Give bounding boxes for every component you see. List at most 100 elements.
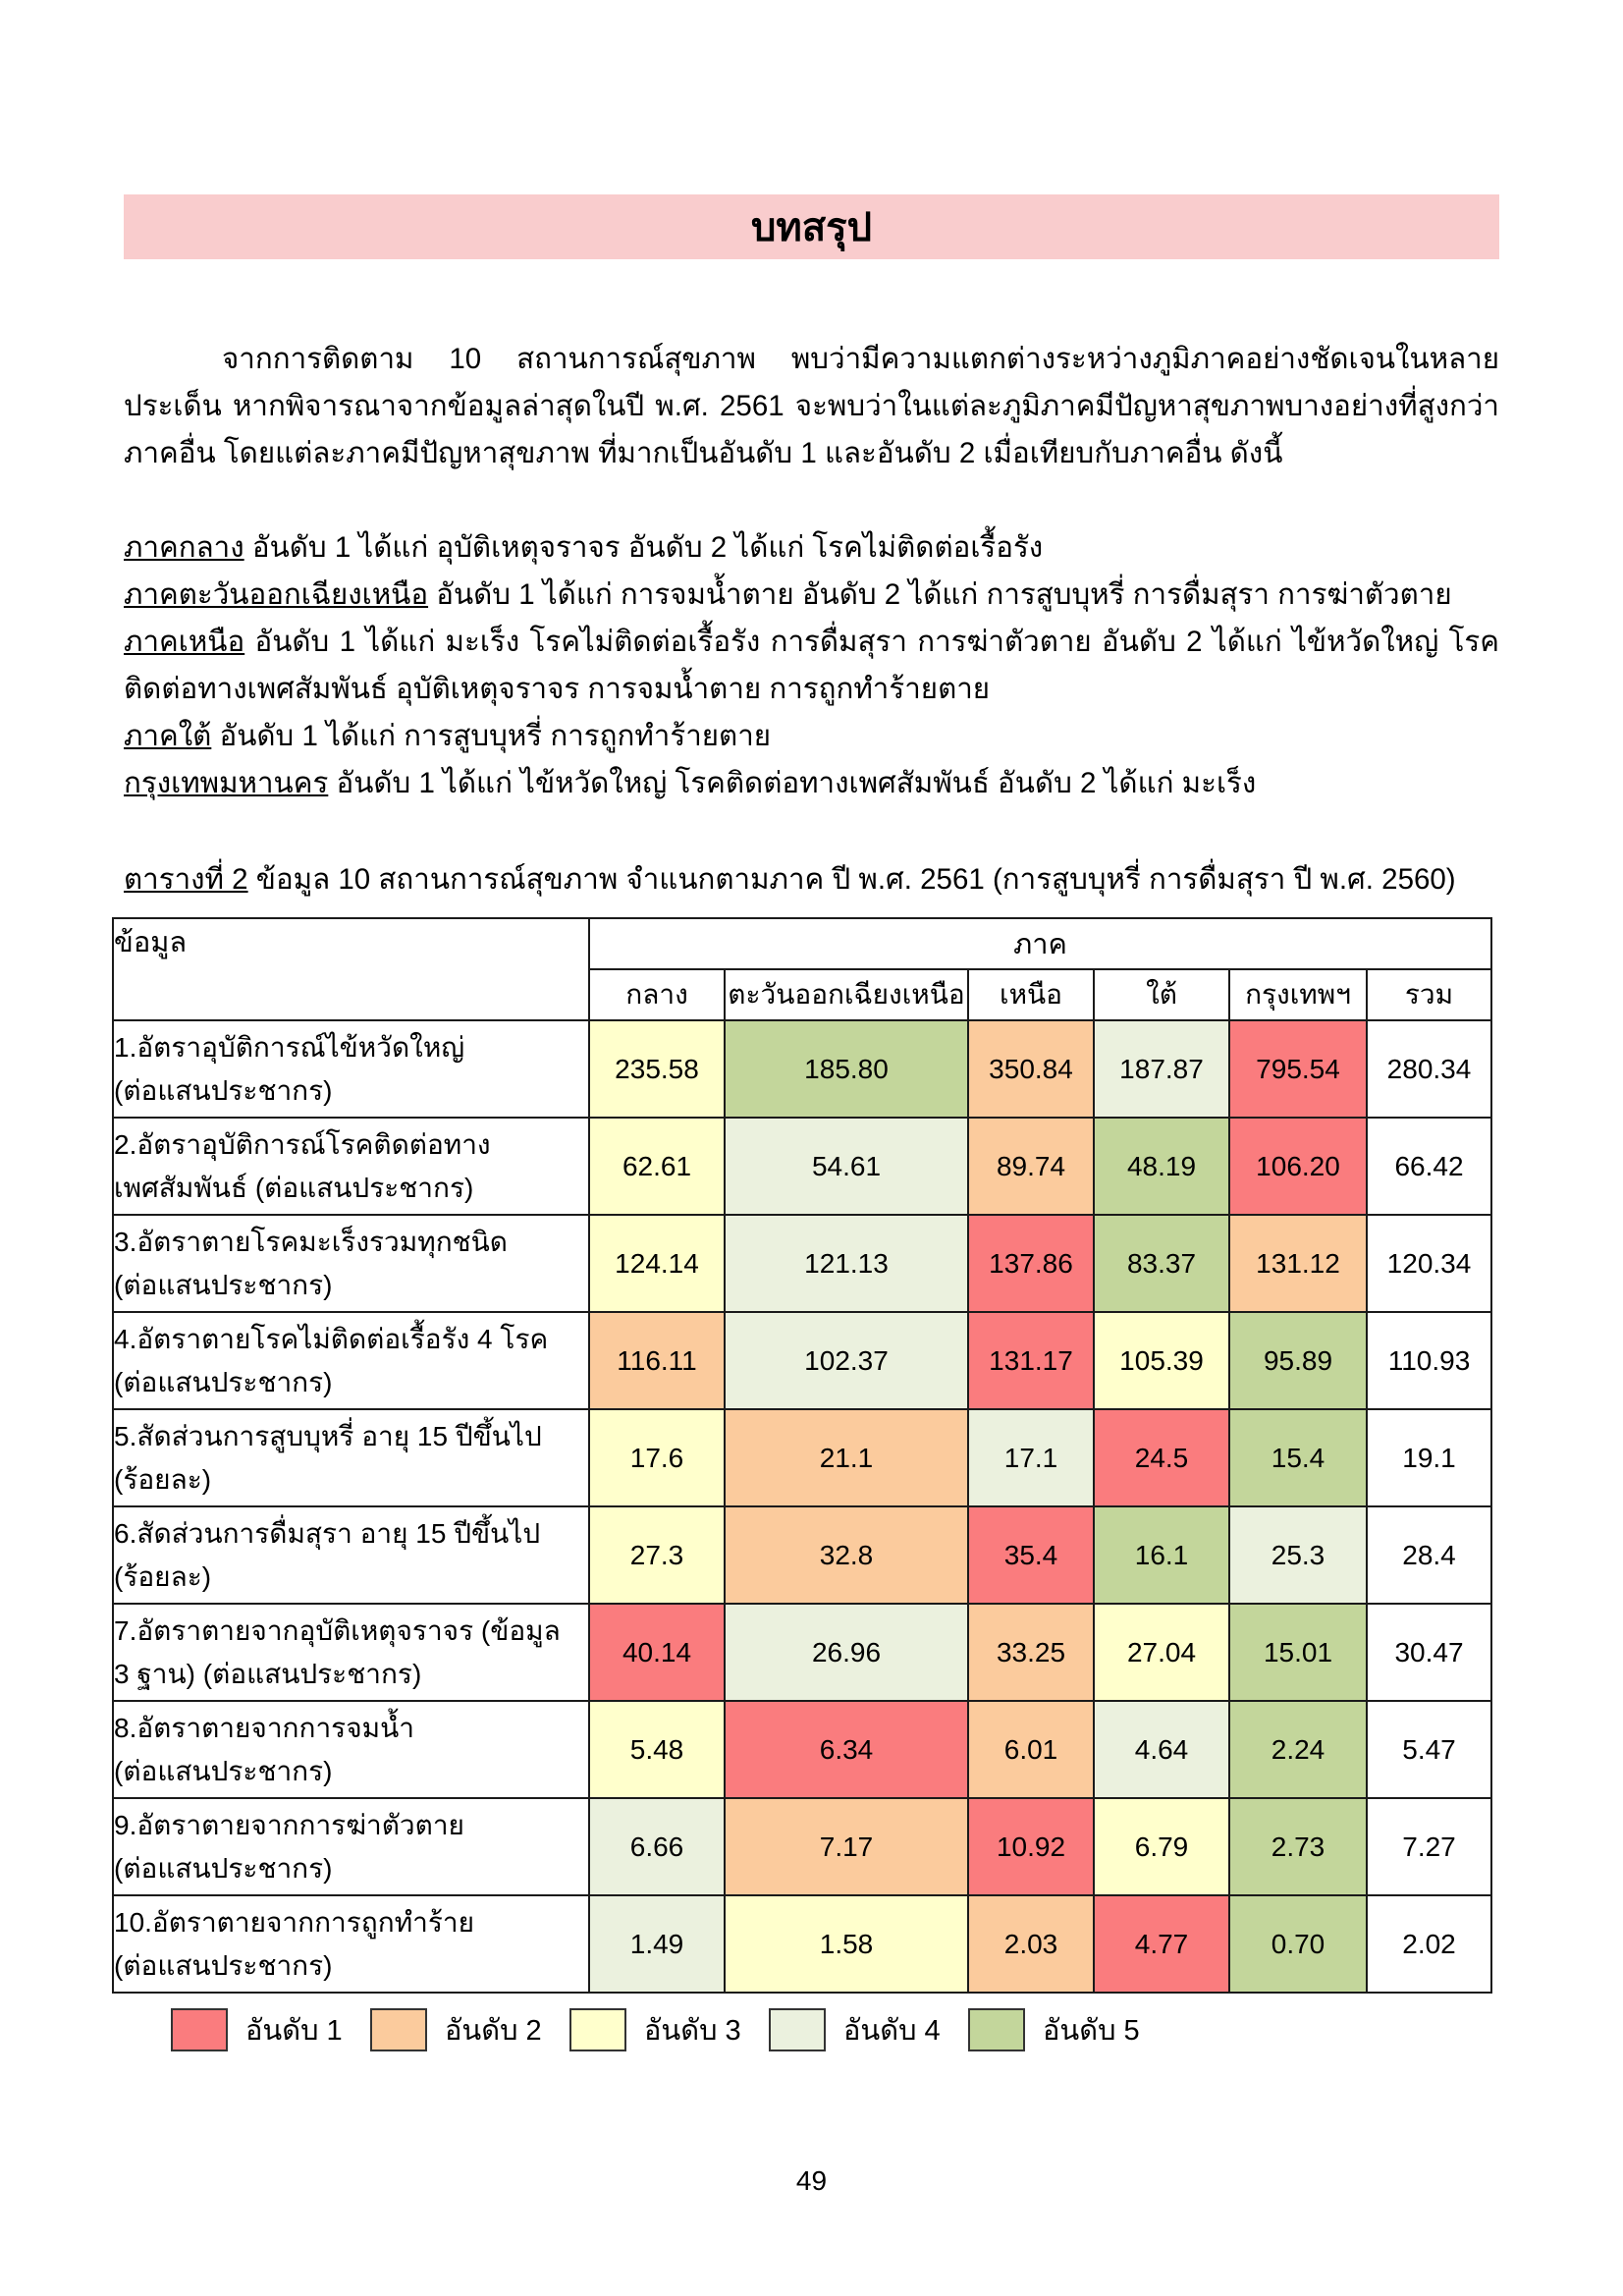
row-label: 2.อัตราอุบัติการณ์โรคติดต่อทางเพศสัมพันธ… [112,1117,590,1216]
legend-label: อันดับ 3 [644,2015,741,2047]
table-caption-number: ตารางที่ 2 [124,863,248,896]
value-cell: 19.1 [1366,1408,1492,1507]
region-rank-line: ภาคตะวันออกเฉียงเหนือ อันดับ 1 ได้แก่ กา… [124,572,1499,619]
table-row: 9.อัตราตายจากการฆ่าตัวตาย (ต่อแสนประชากร)… [112,1797,1492,1896]
value-cell: 16.1 [1093,1505,1230,1605]
row-label: 10.อัตราตายจากการถูกทำร้าย (ต่อแสนประชากร… [112,1894,590,1994]
row-label: 1.อัตราอุบัติการณ์ไข้หวัดใหญ่ (ต่อแสนประช… [112,1019,590,1119]
region-rank-text: อันดับ 1 ได้แก่ มะเร็ง โรคไม่ติดต่อเรื้อ… [124,626,1499,705]
value-cell: 5.48 [588,1700,726,1799]
value-cell: 35.4 [967,1505,1095,1605]
value-cell: 62.61 [588,1117,726,1216]
legend-swatch-rank2 [370,2008,427,2051]
value-cell: 27.3 [588,1505,726,1605]
table-caption-text: ข้อมูล 10 สถานการณ์สุขภาพ จำแนกตามภาค ปี… [247,863,1456,896]
value-cell: 795.54 [1228,1019,1368,1119]
row-label: 7.อัตราตายจากอุบัติเหตุจราจร (ข้อมูล 3 ฐา… [112,1603,590,1702]
legend-item: อันดับ 3 [569,2007,769,2052]
region-name: ภาคกลาง [124,531,244,564]
region-rank-text: อันดับ 1 ได้แก่ การจมน้ำตาย อันดับ 2 ได้… [428,578,1452,611]
value-cell: 6.66 [588,1797,726,1896]
table-header-data: ข้อมูล [112,917,590,1021]
value-cell: 66.42 [1366,1117,1492,1216]
table-row: 5.สัดส่วนการสูบบุหรี่ อายุ 15 ปีขึ้นไป (ร… [112,1408,1492,1507]
row-label-line: (ต่อแสนประชากร) [114,1755,333,1786]
region-rank-line: ภาคกลาง อันดับ 1 ได้แก่ อุบัติเหตุจราจร … [124,524,1499,572]
health-table-body: 1.อัตราอุบัติการณ์ไข้หวัดใหญ่ (ต่อแสนประช… [112,1019,1492,1994]
value-cell: 1.49 [588,1894,726,1994]
col-header-total: รวม [1366,968,1492,1021]
legend-label: อันดับ 5 [1043,2015,1140,2047]
row-label-line: 2.อัตราอุบัติการณ์โรคติดต่อทาง [114,1128,491,1160]
row-label-line: 9.อัตราตายจากการฆ่าตัวตาย [114,1809,464,1840]
legend-label: อันดับ 2 [445,2015,542,2047]
region-rank-text: อันดับ 1 ได้แก่ ไข้หวัดใหญ่ โรคติดต่อทาง… [328,767,1257,799]
row-label: 5.สัดส่วนการสูบบุหรี่ อายุ 15 ปีขึ้นไป (ร… [112,1408,590,1507]
value-cell: 105.39 [1093,1311,1230,1410]
value-cell: 95.89 [1228,1311,1368,1410]
row-label-line: 6.สัดส่วนการดื่มสุรา อายุ 15 ปีขึ้นไป [114,1517,541,1549]
col-header-south: ใต้ [1093,968,1230,1021]
row-label-line: 7.อัตราตายจากอุบัติเหตุจราจร (ข้อมูล [114,1614,561,1646]
region-name: ภาคใต้ [124,720,212,752]
value-cell: 187.87 [1093,1019,1230,1119]
summary-banner: บทสรุป [124,194,1499,259]
value-cell: 120.34 [1366,1214,1492,1313]
col-header-north: เหนือ [967,968,1095,1021]
value-cell: 7.27 [1366,1797,1492,1896]
row-label-line: 10.อัตราตายจากการถูกทำร้าย [114,1906,475,1938]
row-label-line: เพศสัมพันธ์ (ต่อแสนประชากร) [114,1172,474,1203]
value-cell: 185.80 [724,1019,969,1119]
value-cell: 10.92 [967,1797,1095,1896]
value-cell: 2.02 [1366,1894,1492,1994]
row-label: 4.อัตราตายโรคไม่ติดต่อเรื้อรัง 4 โรค (ต่อ… [112,1311,590,1410]
table-row: 4.อัตราตายโรคไม่ติดต่อเรื้อรัง 4 โรค (ต่อ… [112,1311,1492,1410]
table-row: 2.อัตราอุบัติการณ์โรคติดต่อทางเพศสัมพันธ… [112,1117,1492,1216]
table-row: 8.อัตราตายจากการจมน้ำ (ต่อแสนประชากร) 5.48… [112,1700,1492,1799]
value-cell: 116.11 [588,1311,726,1410]
value-cell: 40.14 [588,1603,726,1702]
value-cell: 110.93 [1366,1311,1492,1410]
value-cell: 33.25 [967,1603,1095,1702]
value-cell: 7.17 [724,1797,969,1896]
value-cell: 106.20 [1228,1117,1368,1216]
value-cell: 131.17 [967,1311,1095,1410]
legend-swatch-rank4 [769,2008,826,2051]
value-cell: 131.12 [1228,1214,1368,1313]
value-cell: 137.86 [967,1214,1095,1313]
row-label-line: (ต่อแสนประชากร) [114,1949,333,1981]
region-name: ภาคเหนือ [124,626,245,658]
value-cell: 5.47 [1366,1700,1492,1799]
value-cell: 350.84 [967,1019,1095,1119]
value-cell: 17.1 [967,1408,1095,1507]
row-label-line: 1.อัตราอุบัติการณ์ไข้หวัดใหญ่ [114,1031,465,1063]
value-cell: 2.03 [967,1894,1095,1994]
row-label-line: (ต่อแสนประชากร) [114,1366,333,1397]
value-cell: 124.14 [588,1214,726,1313]
row-label-line: (ร้อยละ) [114,1560,212,1592]
region-rank-text: อันดับ 1 ได้แก่ อุบัติเหตุจราจร อันดับ 2… [243,531,1044,564]
table-caption: ตารางที่ 2 ข้อมูล 10 สถานการณ์สุขภาพ จำแ… [124,858,1499,902]
value-cell: 21.1 [724,1408,969,1507]
row-label-line: (ต่อแสนประชากร) [114,1074,333,1106]
intro-paragraph: จากการติดตาม 10 สถานการณ์สุขภาพ พบว่ามีค… [124,343,1499,469]
region-name: กรุงเทพมหานคร [124,767,329,799]
region-name: ภาคตะวันออกเฉียงเหนือ [124,578,429,611]
value-cell: 6.01 [967,1700,1095,1799]
row-label-line: 4.อัตราตายโรคไม่ติดต่อเรื้อรัง 4 โรค [114,1323,549,1354]
value-cell: 28.4 [1366,1505,1492,1605]
col-header-northeast: ตะวันออกเฉียงเหนือ [724,968,969,1021]
value-cell: 121.13 [724,1214,969,1313]
page-number: 49 [795,2165,828,2196]
rank-legend: อันดับ 1 อันดับ 2 อันดับ 3 อันดับ 4 อันดับ 5 [171,2007,1499,2052]
value-cell: 280.34 [1366,1019,1492,1119]
table-row: 1.อัตราอุบัติการณ์ไข้หวัดใหญ่ (ต่อแสนประช… [112,1019,1492,1119]
value-cell: 1.58 [724,1894,969,1994]
row-label-line: (ต่อแสนประชากร) [114,1852,333,1884]
legend-item: อันดับ 4 [769,2007,968,2052]
table-header-region: ภาค [588,917,1492,970]
value-cell: 32.8 [724,1505,969,1605]
row-label-line: 3.อัตราตายโรคมะเร็งรวมทุกชนิด [114,1226,508,1257]
region-rank-text: อันดับ 1 ได้แก่ การสูบบุหรี่ การถูกทำร้า… [211,720,772,752]
row-label: 3.อัตราตายโรคมะเร็งรวมทุกชนิด (ต่อแสนประช… [112,1214,590,1313]
